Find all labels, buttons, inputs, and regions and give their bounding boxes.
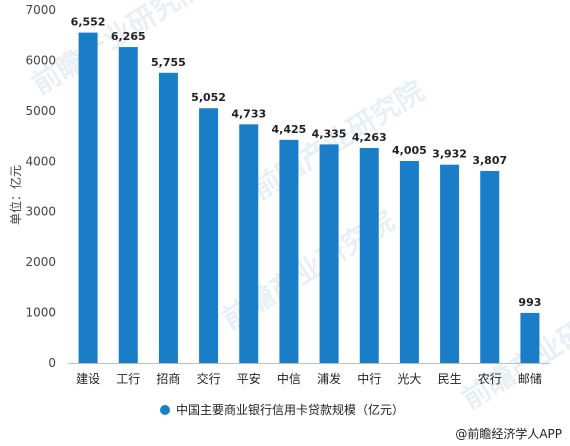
bars-group xyxy=(78,32,540,364)
bar xyxy=(319,144,339,363)
x-tick-label: 浦发 xyxy=(317,371,341,386)
value-label: 6,265 xyxy=(111,30,146,43)
x-tick-label: 平安 xyxy=(237,371,261,386)
bar xyxy=(440,164,460,363)
value-label: 4,263 xyxy=(352,131,387,144)
x-tick-label: 招商 xyxy=(156,371,180,386)
watermark: 前瞻产业研究院 xyxy=(456,284,570,416)
y-tick-label: 5000 xyxy=(25,104,56,118)
y-tick-label: 6000 xyxy=(25,53,56,67)
y-axis-ticks: 0 1000 2000 3000 4000 5000 6000 7000 xyxy=(25,3,56,370)
bar xyxy=(239,124,259,364)
y-tick-label: 2000 xyxy=(25,255,56,269)
value-label: 4,335 xyxy=(312,127,347,140)
x-tick-label: 中行 xyxy=(357,371,381,386)
value-label: 4,425 xyxy=(272,123,307,136)
value-labels: 6,552 6,265 5,755 5,052 4,733 4,425 4,335 4,263… xyxy=(71,16,542,309)
y-tick-label: 4000 xyxy=(25,154,56,168)
x-tick-label: 工行 xyxy=(116,372,140,386)
bar xyxy=(158,72,178,363)
x-tick-label: 建设 xyxy=(76,372,100,386)
value-label: 5,755 xyxy=(151,56,186,69)
value-label: 4,005 xyxy=(392,144,427,157)
x-tick-label: 邮储 xyxy=(518,371,542,386)
bar xyxy=(199,108,219,363)
legend-label: 中国主要商业银行信用卡贷款规模（亿元） xyxy=(176,402,404,417)
x-tick-label: 民生 xyxy=(438,372,462,386)
y-tick-label: 7000 xyxy=(25,3,56,17)
source-credit: @前瞻经济学人APP xyxy=(455,426,562,441)
bar xyxy=(279,139,299,363)
y-tick-label: 0 xyxy=(48,356,56,370)
x-tick-label: 农行 xyxy=(478,372,502,386)
bar xyxy=(359,148,379,363)
x-tick-label: 光大 xyxy=(397,372,421,386)
value-label: 5,052 xyxy=(191,91,226,104)
legend-marker xyxy=(160,405,170,415)
y-tick-label: 1000 xyxy=(25,306,56,320)
bar xyxy=(78,32,98,363)
x-axis-ticks: 建设 工行 招商 交行 平安 中信 浦发 中行 光大 民生 农行 邮储 xyxy=(76,371,542,386)
bar xyxy=(480,171,500,363)
value-label: 3,807 xyxy=(472,154,507,167)
value-label: 4,733 xyxy=(231,107,266,120)
y-tick-label: 3000 xyxy=(25,205,56,219)
value-label: 3,932 xyxy=(432,148,467,161)
y-axis-label: 单位：亿元 xyxy=(8,165,23,225)
x-tick-label: 交行 xyxy=(197,371,221,386)
x-tick-label: 中信 xyxy=(277,371,301,386)
bar xyxy=(520,312,540,363)
bar xyxy=(399,161,419,363)
legend: 中国主要商业银行信用卡贷款规模（亿元） xyxy=(160,402,404,417)
value-label: 993 xyxy=(518,296,541,309)
value-label: 6,552 xyxy=(71,16,106,29)
bar xyxy=(118,47,138,363)
